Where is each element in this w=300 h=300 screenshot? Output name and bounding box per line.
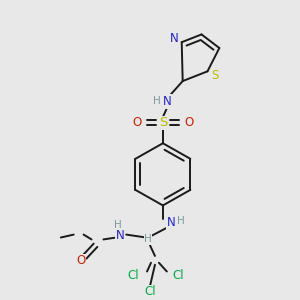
Text: Cl: Cl xyxy=(127,269,139,282)
Text: N: N xyxy=(116,229,125,242)
Text: Cl: Cl xyxy=(172,269,184,282)
Text: H: H xyxy=(114,220,122,230)
Text: O: O xyxy=(133,116,142,129)
Text: S: S xyxy=(159,116,167,129)
Text: N: N xyxy=(163,95,171,108)
Text: N: N xyxy=(167,216,175,230)
Text: O: O xyxy=(76,254,85,267)
Text: S: S xyxy=(212,69,219,82)
Text: H: H xyxy=(153,97,161,106)
Text: H: H xyxy=(144,234,152,244)
Text: H: H xyxy=(177,216,184,226)
Text: Cl: Cl xyxy=(144,285,156,298)
Text: N: N xyxy=(169,32,178,45)
Text: O: O xyxy=(184,116,193,129)
